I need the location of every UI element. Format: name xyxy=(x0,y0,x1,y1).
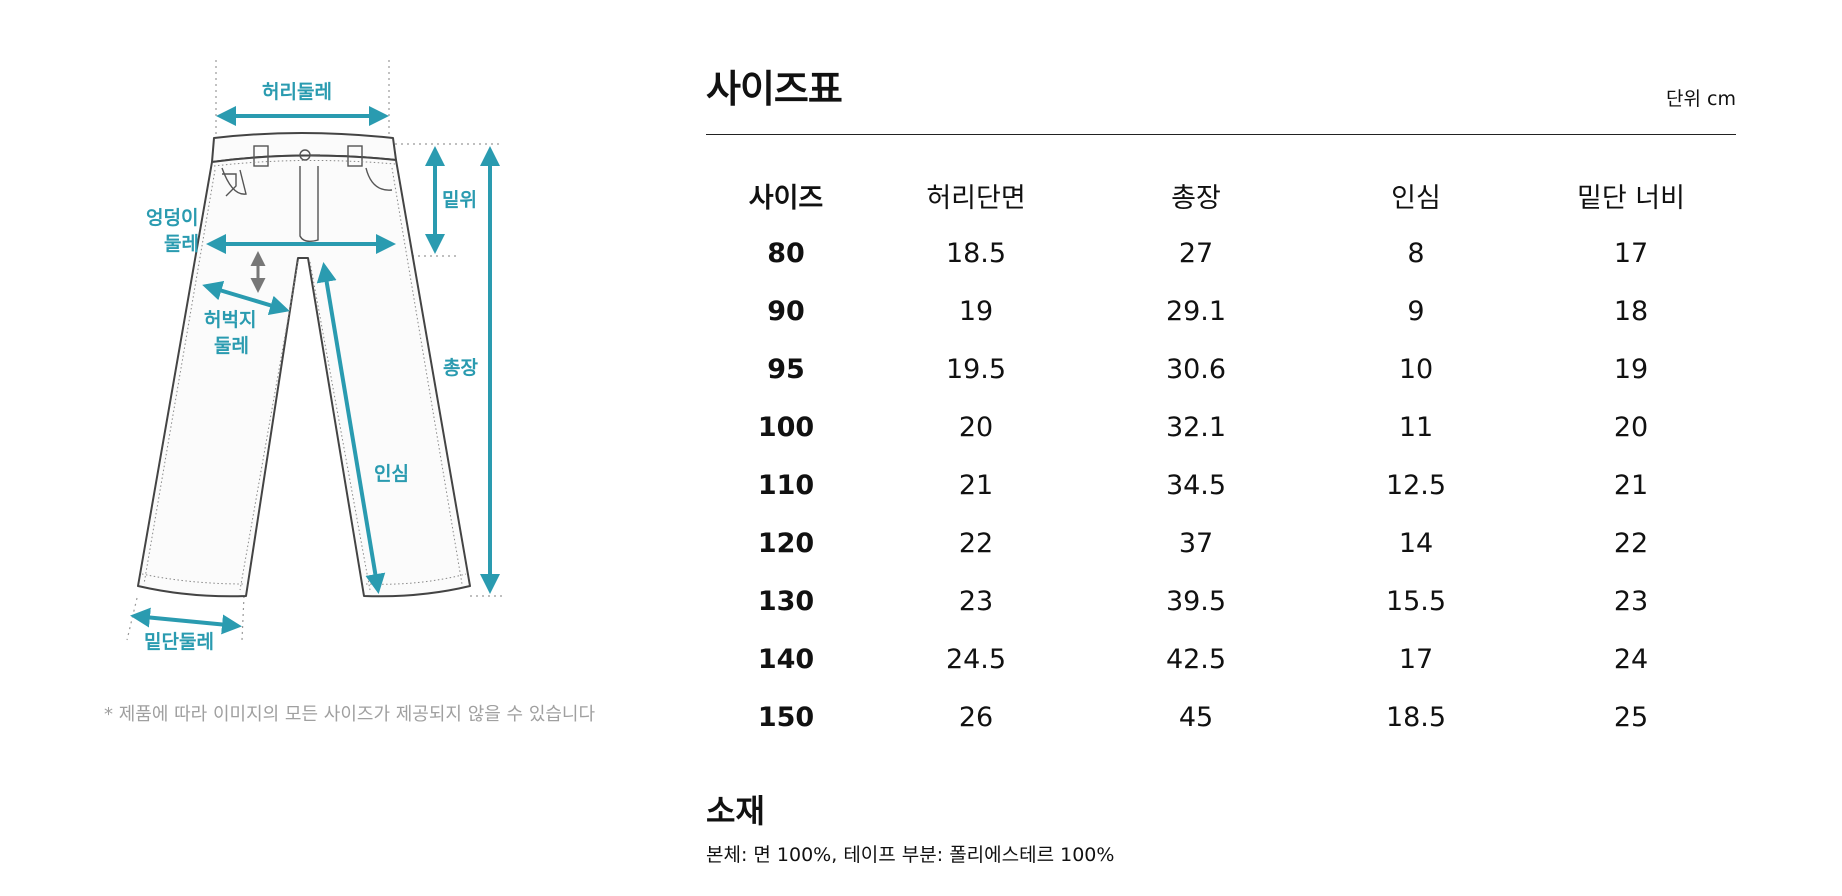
hem-cell: 25 xyxy=(1613,701,1649,733)
title-divider xyxy=(706,134,1736,135)
size-availability-note: * 제품에 따라 이미지의 모든 사이즈가 제공되지 않을 수 있습니다 xyxy=(104,704,596,725)
hem-arrow xyxy=(130,607,242,635)
hip-label-line2: 둘레 xyxy=(164,233,199,255)
size-cell: 120 xyxy=(757,527,815,559)
unit-label: 단위 cm xyxy=(1666,88,1736,110)
hem-cell: 23 xyxy=(1613,585,1649,617)
waist-cell: 19.5 xyxy=(945,353,1007,385)
waist-label: 허리둘레 xyxy=(262,81,332,103)
length-cell: 45 xyxy=(1178,701,1214,733)
inseam-cell: 8 xyxy=(1407,237,1425,269)
inseam-cell: 18.5 xyxy=(1385,701,1447,733)
size-cell: 80 xyxy=(767,237,805,269)
hem-cell: 21 xyxy=(1613,469,1649,501)
size-cell: 140 xyxy=(757,643,815,675)
table-row: 80 18.5 27 8 17 xyxy=(706,224,1736,282)
length-cell: 29.1 xyxy=(1165,295,1227,327)
header-waist-width: 허리단면 xyxy=(926,182,1026,214)
waist-cell: 18.5 xyxy=(945,237,1007,269)
length-cell: 42.5 xyxy=(1165,643,1227,675)
material-description: 본체: 면 100%, 테이프 부분: 폴리에스테르 100% xyxy=(706,844,1115,866)
table-row: 120 22 37 14 22 xyxy=(706,514,1736,572)
hem-cell: 20 xyxy=(1613,411,1649,443)
inseam-cell: 10 xyxy=(1398,353,1434,385)
header-inseam: 인심 xyxy=(1391,182,1441,214)
waist-cell: 19 xyxy=(958,295,994,327)
hem-cell: 19 xyxy=(1613,353,1649,385)
hem-cell: 24 xyxy=(1613,643,1649,675)
length-cell: 27 xyxy=(1178,237,1214,269)
hem-label: 밑단둘레 xyxy=(144,631,214,653)
size-cell: 110 xyxy=(757,469,815,501)
inseam-cell: 14 xyxy=(1398,527,1434,559)
table-row: 95 19.5 30.6 10 19 xyxy=(706,340,1736,398)
length-cell: 37 xyxy=(1178,527,1214,559)
header-hem-width: 밑단 너비 xyxy=(1577,182,1685,214)
inseam-cell: 11 xyxy=(1398,411,1434,443)
material-title: 소재 xyxy=(706,792,765,830)
length-cell: 34.5 xyxy=(1165,469,1227,501)
inseam-cell: 12.5 xyxy=(1385,469,1447,501)
waist-cell: 26 xyxy=(958,701,994,733)
header-total-length: 총장 xyxy=(1171,182,1221,214)
table-row: 140 24.5 42.5 17 24 xyxy=(706,630,1736,688)
length-label: 총장 xyxy=(443,357,478,379)
size-table: 사이즈 허리단면 총장 인심 밑단 너비 80 18.5 27 8 17 90 … xyxy=(706,166,1736,746)
inseam-cell: 15.5 xyxy=(1385,585,1447,617)
waist-cell: 23 xyxy=(958,585,994,617)
rise-label: 밑위 xyxy=(442,189,477,211)
waist-cell: 20 xyxy=(958,411,994,443)
inseam-cell: 9 xyxy=(1407,295,1425,327)
table-row: 150 26 45 18.5 25 xyxy=(706,688,1736,746)
table-header-row: 사이즈 허리단면 총장 인심 밑단 너비 xyxy=(706,166,1736,224)
table-row: 110 21 34.5 12.5 21 xyxy=(706,456,1736,514)
length-cell: 30.6 xyxy=(1165,353,1227,385)
pants-measurement-diagram: 허리둘레 밑위 엉덩이 둘레 허벅지 둘레 총장 인심 밑단둘레 * 제품에 따… xyxy=(0,0,700,896)
hem-cell: 18 xyxy=(1613,295,1649,327)
hem-cell: 22 xyxy=(1613,527,1649,559)
inseam-cell: 17 xyxy=(1398,643,1434,675)
waist-cell: 21 xyxy=(958,469,994,501)
waist-cell: 24.5 xyxy=(945,643,1007,675)
hip-label-line1: 엉덩이 xyxy=(146,207,199,229)
length-cell: 32.1 xyxy=(1165,411,1227,443)
size-cell: 150 xyxy=(757,701,815,733)
waist-cell: 22 xyxy=(958,527,994,559)
thigh-label-line2: 둘레 xyxy=(214,335,249,357)
size-cell: 90 xyxy=(767,295,805,327)
size-table-title: 사이즈표 xyxy=(706,67,843,111)
inseam-arrow xyxy=(316,262,386,594)
inseam-label: 인심 xyxy=(374,463,409,485)
size-cell: 130 xyxy=(757,585,815,617)
thigh-arrow xyxy=(202,281,290,315)
size-cell: 95 xyxy=(767,353,805,385)
thigh-label-line1: 허벅지 xyxy=(204,309,257,331)
table-row: 100 20 32.1 11 20 xyxy=(706,398,1736,456)
pants-illustration xyxy=(126,60,505,641)
table-row: 130 23 39.5 15.5 23 xyxy=(706,572,1736,630)
table-row: 90 19 29.1 9 18 xyxy=(706,282,1736,340)
header-size: 사이즈 xyxy=(748,182,824,214)
size-cell: 100 xyxy=(757,411,815,443)
hem-cell: 17 xyxy=(1613,237,1649,269)
length-cell: 39.5 xyxy=(1165,585,1227,617)
